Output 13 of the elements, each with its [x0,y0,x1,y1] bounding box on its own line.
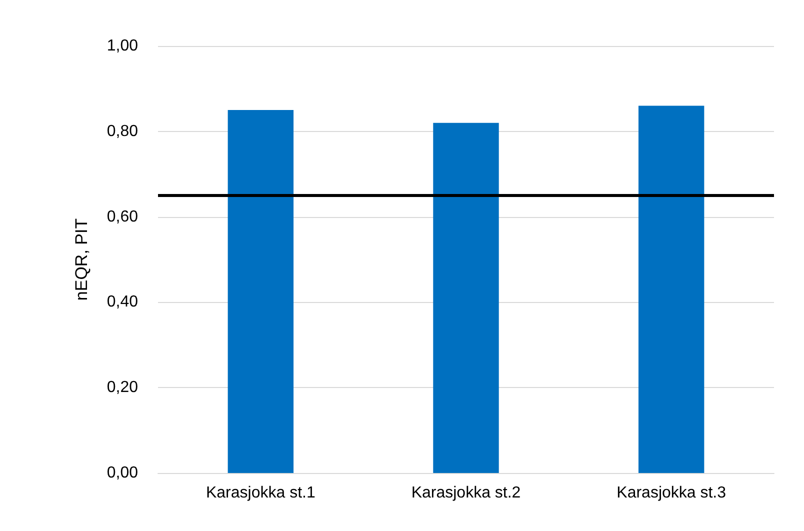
x-tick-label: Karasjokka st.3 [616,484,726,502]
y-tick-label: 0,60 [106,208,138,226]
y-tick-label: 0,80 [106,122,138,140]
y-tick-label: 0,40 [106,294,138,311]
x-tick-label: Karasjokka st.1 [206,484,316,502]
bar [228,110,294,473]
bar [433,122,499,473]
y-tick-label: 1,00 [106,38,138,54]
bar [638,106,704,473]
y-axis-title: nEQR, PIT [72,218,91,301]
y-tick-label: 0,20 [106,379,138,396]
y-tick-label: 0,00 [106,464,138,482]
x-tick-label: Karasjokka st.2 [411,484,521,502]
